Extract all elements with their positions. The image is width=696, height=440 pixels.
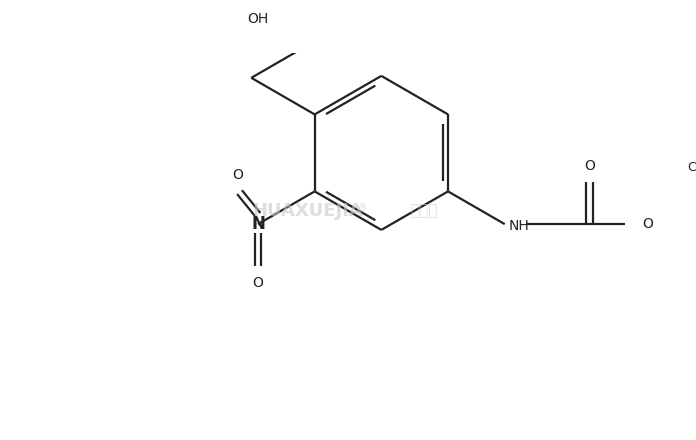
Text: OH: OH [248, 12, 269, 26]
Text: O: O [584, 158, 595, 172]
Text: 化学加: 化学加 [410, 203, 437, 218]
Text: N: N [251, 215, 265, 233]
Text: CH₃: CH₃ [687, 161, 696, 174]
Text: ®: ® [357, 203, 367, 213]
Text: O: O [642, 217, 654, 231]
Text: O: O [253, 276, 263, 290]
Text: NH: NH [509, 219, 529, 233]
Text: HUAXUEJIA: HUAXUEJIA [253, 202, 363, 220]
Text: O: O [232, 168, 244, 182]
